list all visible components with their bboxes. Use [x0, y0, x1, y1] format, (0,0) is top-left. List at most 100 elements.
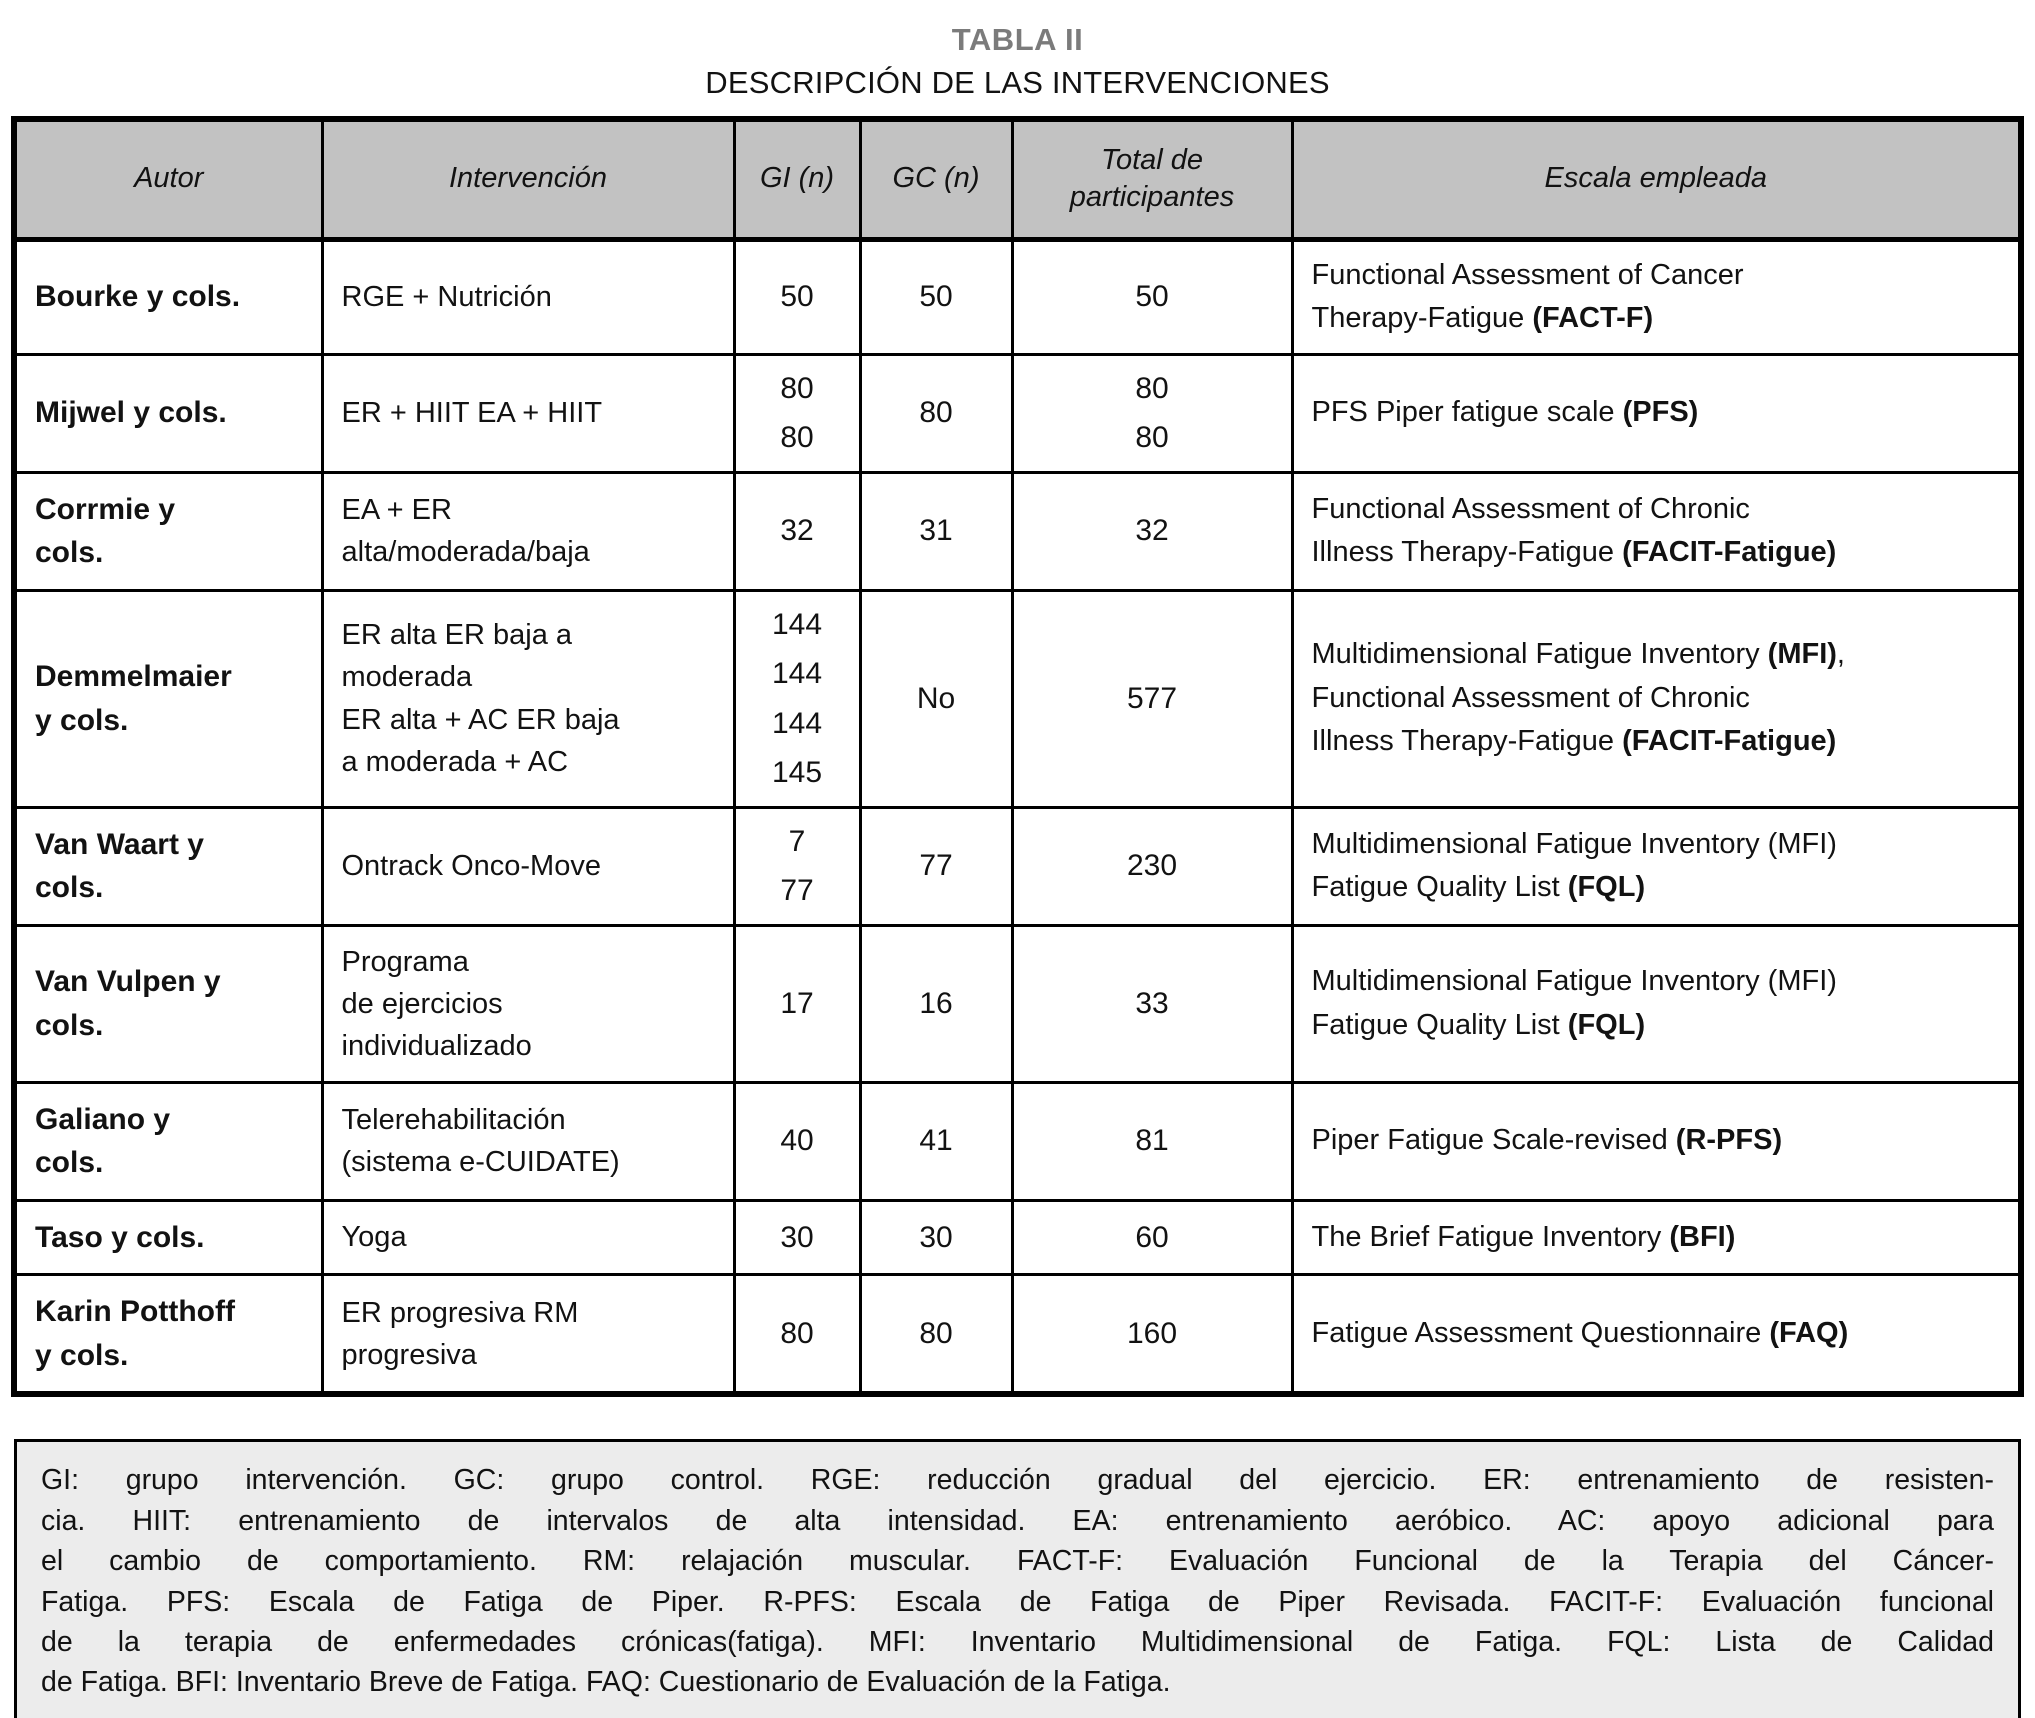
cell-line: cols.: [35, 1146, 104, 1180]
gi-cell: 80 80: [732, 352, 862, 474]
gc-cell: 16: [858, 923, 1014, 1084]
cell-line: Yoga: [341, 1221, 407, 1254]
cell-line: 17: [780, 986, 814, 1020]
cell-line: PFS Piper fatigue scale (PFS): [1311, 396, 1699, 429]
cell-line: Therapy-Fatigue (FACT-F): [1311, 302, 1654, 334]
column-header-gi: GI (n): [732, 117, 862, 242]
table-title: TABLA II: [951, 22, 1084, 57]
cell-line: 32: [780, 514, 814, 548]
cell-line: 77: [780, 874, 814, 907]
cell-line: y cols.: [35, 703, 129, 737]
footnote-line: de la terapia de enfermedades crónicas(f…: [41, 1626, 1994, 1659]
cell-line: 80: [919, 396, 953, 430]
cell-line: 77: [919, 849, 953, 883]
total-cell: 33: [1010, 923, 1294, 1084]
cell-line: 80: [1135, 371, 1169, 405]
cell-line: individualizado: [341, 1029, 532, 1062]
author-cell: Corrmie y cols.: [12, 470, 324, 592]
table-row: Karin Potthoff y cols. ER progresiva RM pro…: [12, 1273, 2023, 1396]
cell-line: Ontrack Onco-Move: [341, 849, 601, 882]
footnote: GI: grupo intervención. GC: grupo contro…: [14, 1439, 2021, 1718]
author-cell: Van Waart y cols.: [12, 805, 324, 927]
column-header-scale: Escala empleada: [1290, 117, 2023, 242]
cell-line: Piper Fatigue Scale-revised (R-PFS): [1311, 1124, 1783, 1157]
cell-line: 50: [1135, 280, 1169, 314]
cell-line: ER alta ER baja a: [341, 619, 573, 652]
cell-line: Multidimensional Fatigue Inventory (MFI)…: [1311, 638, 1845, 671]
cell-line: cols.: [35, 871, 104, 904]
cell-line: Multidimensional Fatigue Inventory (MFI): [1311, 965, 1837, 998]
table-row: Corrmie y cols. EA + ER alta/moderada/baja 3…: [12, 470, 2023, 592]
cell-line: 30: [919, 1220, 953, 1254]
gc-cell: 80: [858, 1273, 1014, 1396]
gi-cell: 7 77: [732, 805, 862, 927]
cell-line: Van Vulpen y: [35, 965, 221, 999]
table-subtitle: DESCRIPCIÓN DE LAS INTERVENCIONES: [705, 65, 1330, 100]
gc-cell: 31: [858, 470, 1014, 592]
cell-line: ER progresiva RM: [341, 1296, 579, 1329]
cell-line: 60: [1135, 1220, 1169, 1254]
table-row: Galiano y cols. Telerehabilitación (sistema…: [12, 1080, 2023, 1202]
cell-line: 160: [1126, 1316, 1178, 1350]
scale-cell: Piper Fatigue Scale-revised (R-PFS): [1290, 1080, 2023, 1202]
cell-line: Multidimensional Fatigue Inventory (MFI): [1311, 827, 1837, 860]
column-header-author: Autor: [12, 117, 324, 242]
cell-line: 80: [780, 1316, 814, 1350]
footnote-line: Fatiga. PFS: Escala de Fatiga de Piper. …: [41, 1585, 1994, 1618]
scale-cell: PFS Piper fatigue scale (PFS): [1290, 352, 2023, 474]
header-row: Autor Intervención GI (n) GC (n) Total de pa…: [12, 117, 2023, 242]
cell-line: 80: [919, 1316, 953, 1350]
cell-line: Mijwel y cols.: [35, 396, 227, 430]
cell-line: y cols.: [35, 1338, 129, 1372]
intervention-cell: ER progresiva RM progresiva: [320, 1273, 736, 1396]
cell-line: Illness Therapy-Fatigue (FACIT-Fatigue): [1311, 536, 1837, 568]
footnote-line: de Fatiga. BFI: Inventario Breve de Fati…: [41, 1666, 1171, 1699]
gc-cell: 30: [858, 1198, 1014, 1277]
cell-line: 50: [780, 280, 814, 314]
author-cell: Mijwel y cols.: [12, 352, 324, 474]
gc-cell: 50: [858, 237, 1014, 356]
scale-cell: The Brief Fatigue Inventory (BFI): [1290, 1198, 2023, 1277]
cell-line: moderada: [341, 661, 473, 694]
cell-line: alta/moderada/baja: [341, 536, 590, 568]
intervention-cell: Telerehabilitación (sistema e-CUIDATE): [320, 1080, 736, 1202]
total-cell: 80 80: [1010, 352, 1294, 474]
gc-cell: 41: [858, 1080, 1014, 1202]
cell-line: cols.: [35, 1008, 104, 1042]
cell-line: a moderada + AC: [341, 745, 569, 778]
scale-cell: Fatigue Assessment Questionnaire (FAQ): [1290, 1273, 2023, 1396]
gi-cell: 144 144 144 145: [732, 588, 862, 809]
intervention-cell: RGE + Nutrición: [320, 237, 736, 356]
footnote-line: GI: grupo intervención. GC: grupo contro…: [41, 1464, 1994, 1497]
intervention-cell: Yoga: [320, 1198, 736, 1277]
cell-line: 80: [780, 421, 814, 454]
cell-line: 32: [1135, 514, 1169, 548]
cell-line: (sistema e-CUIDATE): [341, 1146, 620, 1179]
gc-cell: 80: [858, 352, 1014, 474]
cell-line: 16: [919, 986, 953, 1020]
cell-line: 577: [1126, 681, 1178, 715]
intervention-cell: Ontrack Onco-Move: [320, 805, 736, 927]
cell-line: Demmelmaier: [35, 660, 232, 693]
total-cell: 60: [1010, 1198, 1294, 1277]
cell-line: Galiano y: [35, 1102, 171, 1136]
cell-line: Karin Potthoff: [35, 1295, 235, 1329]
cell-line: Fatigue Quality List (FQL): [1311, 871, 1646, 903]
cell-line: Functional Assessment of Chronic: [1311, 681, 1750, 714]
cell-line: Programa: [341, 945, 469, 978]
cell-line: de ejercicios: [341, 987, 503, 1020]
cell-line: 80: [1135, 421, 1169, 454]
author-cell: Demmelmaier y cols.: [12, 588, 324, 809]
cell-line: progresiva: [341, 1338, 477, 1371]
gc-cell: No: [858, 588, 1014, 809]
author-cell: Galiano y cols.: [12, 1080, 324, 1202]
column-header-total-participants: Total de participantes: [1010, 117, 1294, 242]
cell-line: Functional Assessment of Chronic: [1311, 492, 1750, 525]
author-cell: Taso y cols.: [12, 1198, 324, 1277]
intervention-cell: ER alta ER baja a moderada ER alta + AC ER…: [320, 588, 736, 809]
cell-line: Van Waart y: [35, 827, 204, 861]
author-cell: Bourke y cols.: [12, 237, 324, 356]
gc-cell: 77: [858, 805, 1014, 927]
gi-cell: 50: [732, 237, 862, 356]
